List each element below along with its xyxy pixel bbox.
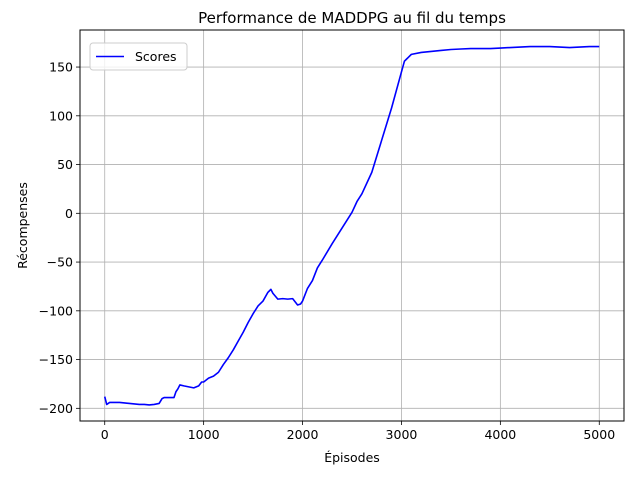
x-tick-label: 3000 (386, 427, 418, 442)
chart-title: Performance de MADDPG au fil du temps (198, 9, 506, 27)
x-tick-label: 4000 (484, 427, 516, 442)
y-tick-label: 50 (57, 157, 73, 172)
x-tick-label: 5000 (583, 427, 615, 442)
x-tick-label: 2000 (287, 427, 319, 442)
x-axis-label: Épisodes (324, 450, 380, 465)
x-tick-label: 1000 (188, 427, 220, 442)
y-tick-label: −100 (39, 303, 73, 318)
legend-label-scores: Scores (135, 49, 177, 64)
series-layer (103, 45, 600, 406)
x-tick-label: 0 (101, 427, 109, 442)
y-tick-label: 0 (65, 206, 73, 221)
y-tick-label: −200 (39, 401, 73, 416)
series-line-scores (103, 45, 600, 406)
plot-area-frame (79, 29, 625, 422)
y-tick-label: −150 (39, 352, 73, 367)
y-tick-label: 150 (49, 60, 73, 75)
y-axis-label: Récompenses (15, 182, 30, 269)
y-tick-label: −50 (47, 255, 73, 270)
x-axis: 0 1000 2000 3000 4000 5000 (101, 421, 615, 442)
y-tick-label: 100 (49, 108, 73, 123)
y-axis: −200 −150 −100 −50 0 50 100 150 (39, 60, 80, 416)
legend: Scores (89, 42, 188, 71)
legend-box (89, 42, 188, 71)
